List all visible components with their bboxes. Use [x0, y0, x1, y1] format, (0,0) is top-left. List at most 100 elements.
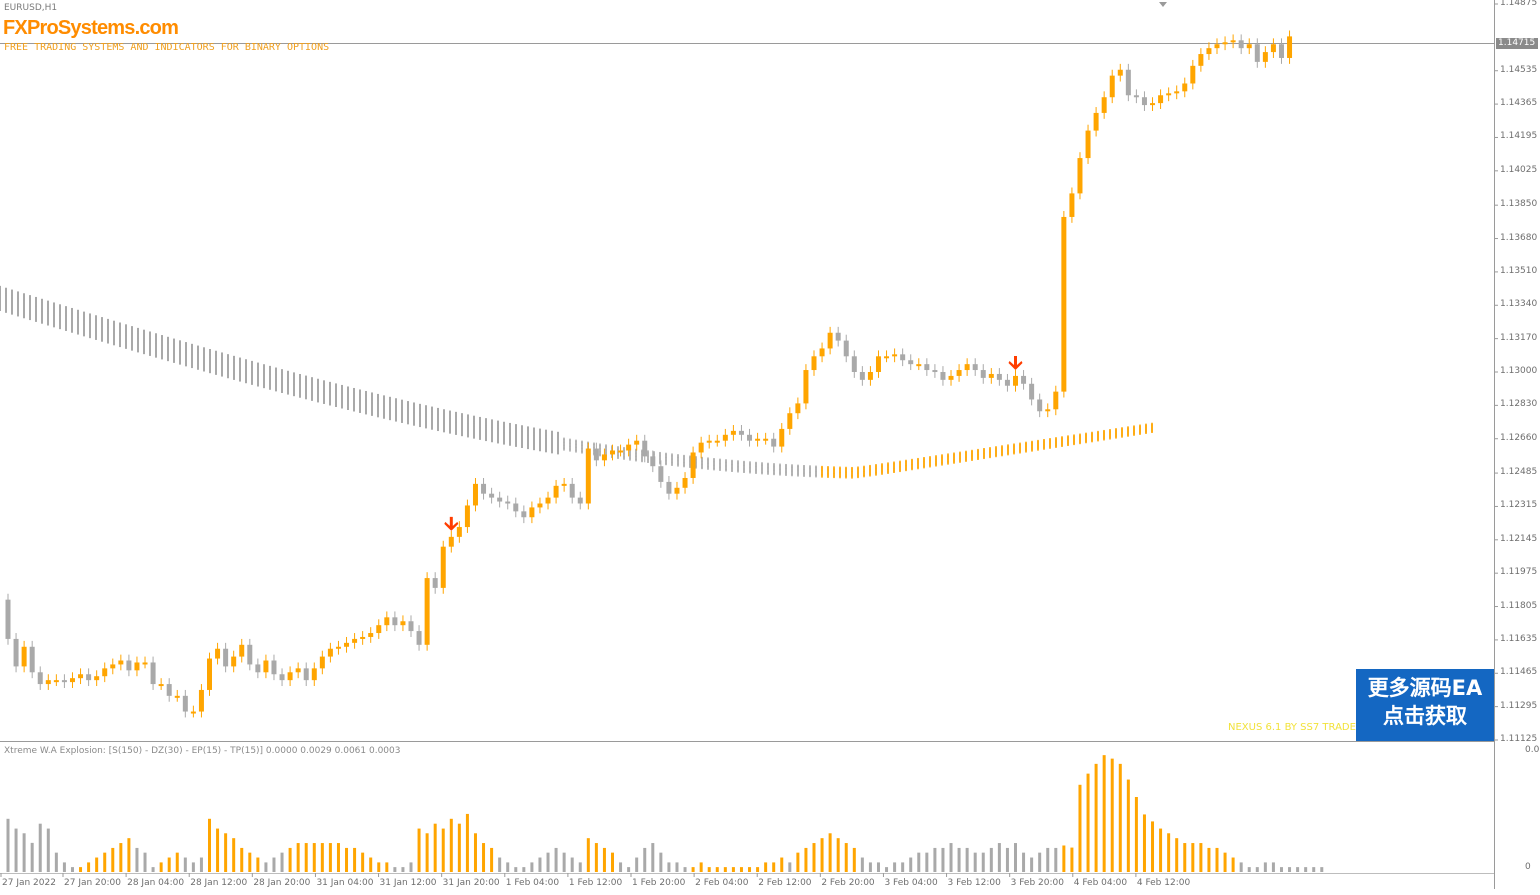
candle-bull — [21, 646, 27, 667]
time-axis-label: 3 Feb 20:00 — [1010, 878, 1064, 888]
candle-bear — [1254, 44, 1260, 62]
candle-bull — [601, 454, 607, 461]
indicator-bar — [675, 862, 679, 872]
price-axis-label: 1.13170 — [1500, 332, 1538, 343]
promo-line-1: 更多源码EA — [1367, 676, 1483, 700]
indicator-bar — [635, 857, 639, 872]
candle-bull — [714, 440, 720, 443]
indicator-bar — [957, 847, 961, 872]
candle-bull — [561, 483, 567, 486]
indicator-bar — [1255, 867, 1259, 872]
candle-bear — [940, 372, 946, 380]
candle-bear — [843, 340, 849, 357]
indicator-bar — [796, 852, 800, 872]
indicator-bar — [723, 867, 727, 872]
indicator-bar — [449, 818, 453, 872]
indicator-bar — [643, 847, 647, 872]
indicator-bar — [780, 857, 784, 872]
candle-bull — [1117, 69, 1123, 76]
candle-bull — [102, 668, 108, 677]
promo-banner[interactable]: 更多源码EA 点击获取 — [1356, 669, 1494, 741]
indicator-bar — [522, 867, 526, 872]
indicator-bar — [860, 857, 864, 872]
candle-bull — [730, 430, 736, 435]
indicator-bar — [893, 862, 897, 872]
indicator-bar — [852, 847, 856, 872]
candle-bull — [295, 668, 301, 673]
candle-bull — [207, 658, 212, 690]
price-axis-label: 1.11805 — [1500, 600, 1538, 611]
indicator-bar — [1271, 862, 1275, 872]
sell-signal-arrow-icon — [1008, 355, 1023, 370]
candle-bull — [376, 625, 382, 634]
indicator-bar — [1062, 845, 1066, 872]
indicator-bar — [868, 862, 872, 872]
indicator-bar — [876, 862, 880, 872]
time-axis-label: 1 Feb 12:00 — [568, 878, 623, 888]
candle-bull — [368, 633, 374, 637]
indicator-bar — [925, 852, 929, 872]
candle-bear — [1278, 44, 1284, 58]
indicator-bar — [369, 857, 373, 872]
price-axis-label: 1.11295 — [1500, 700, 1538, 711]
indicator-bar — [1296, 867, 1300, 872]
candle-bull — [1013, 375, 1018, 386]
indicator-bar — [62, 862, 66, 872]
candle-bear — [126, 660, 132, 671]
indicator-bar — [965, 847, 969, 872]
candle-bull — [231, 656, 237, 667]
candle-bear — [1037, 399, 1043, 412]
candle-bear — [247, 644, 253, 665]
candle-bull — [344, 642, 350, 647]
indicator-bar — [1054, 847, 1058, 872]
price-axis-label: 1.14535 — [1500, 64, 1538, 75]
indicator-bar — [1046, 847, 1050, 872]
candle-bull — [1206, 48, 1212, 55]
candle-bull — [1077, 158, 1083, 194]
candle-bull — [1085, 130, 1091, 159]
indicator-bar — [232, 838, 236, 872]
indicator-bar — [264, 862, 268, 872]
candle-bull — [311, 668, 317, 681]
indicator-bar — [820, 838, 824, 872]
candle-bear — [1029, 383, 1035, 400]
indicator-bar — [417, 828, 421, 872]
time-axis-label: 31 Jan 12:00 — [379, 878, 437, 888]
candle-bull — [1150, 103, 1156, 106]
price-axis-label: 1.14365 — [1500, 98, 1538, 109]
indicator-bar — [256, 857, 260, 872]
candle-bear — [1125, 69, 1131, 96]
candle-bear — [481, 483, 487, 494]
watermark-text: NEXUS 6.1 BY SS7 TRADE — [1228, 722, 1356, 733]
indicator-bar — [909, 857, 913, 872]
indicator-bar — [941, 847, 945, 872]
time-axis-label: 27 Jan 20:00 — [64, 878, 121, 888]
candle-bull — [440, 546, 446, 588]
candle-bull — [948, 375, 954, 380]
indicator-bar — [1304, 867, 1308, 872]
candle-bull — [682, 477, 688, 488]
candle-bull — [1174, 91, 1180, 94]
candle-bull — [1198, 54, 1204, 66]
indicator-bar — [1231, 857, 1235, 872]
candle-bull — [174, 695, 180, 698]
candle-bear — [1133, 95, 1139, 98]
indicator-bar — [183, 857, 187, 872]
candle-bull — [819, 348, 825, 357]
indicator-bar — [715, 867, 719, 872]
indicator-bar — [570, 857, 574, 872]
candle-bear — [771, 438, 777, 447]
time-axis-label: 2 Feb 12:00 — [758, 878, 812, 888]
candle-bull — [706, 440, 712, 443]
indicator-bar — [143, 852, 147, 872]
indicator-bar — [1239, 862, 1243, 872]
candle-bear — [859, 372, 865, 380]
candle-bull — [352, 638, 358, 643]
price-axis-label: 1.14195 — [1500, 131, 1538, 142]
indicator-bar — [699, 862, 703, 872]
candle-bull — [287, 672, 293, 681]
candle-bull — [803, 370, 809, 404]
indicator-bar — [611, 852, 614, 872]
candle-bull — [1061, 216, 1067, 392]
